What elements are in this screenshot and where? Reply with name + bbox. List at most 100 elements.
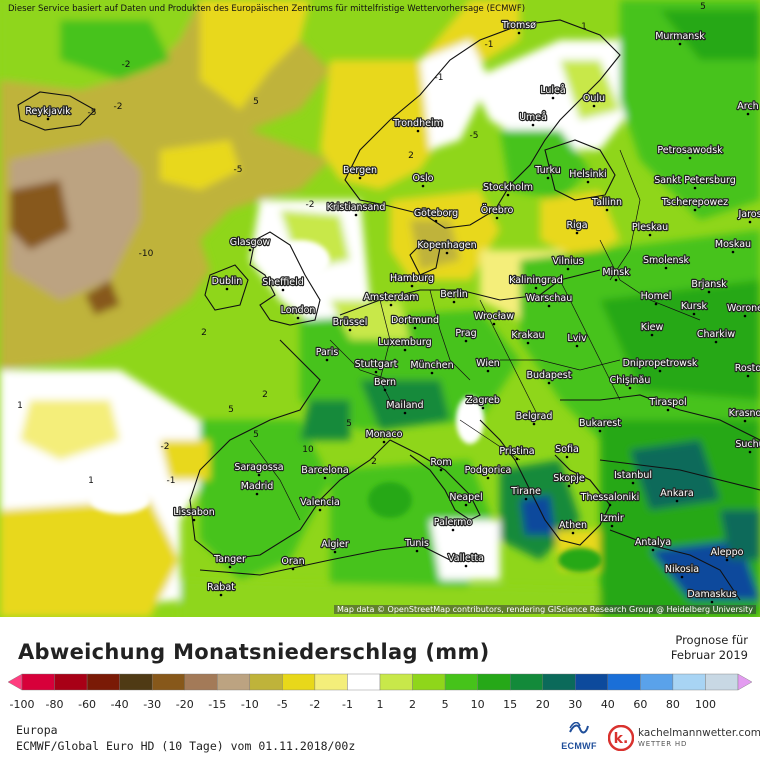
city-label: Örebro: [481, 205, 514, 216]
city-label: Kaliningrad: [509, 275, 563, 286]
scale-tick-label: -10: [241, 698, 259, 711]
city-label: Minsk: [602, 267, 630, 278]
city-label: Istanbul: [614, 470, 652, 481]
city-dot: [464, 503, 468, 507]
city-dot: [416, 129, 420, 133]
city-marker: Oulu: [582, 92, 606, 108]
city-label: Charkiw: [697, 329, 736, 340]
city-marker: Moskau: [714, 238, 752, 254]
city-dot: [383, 388, 387, 392]
scale-swatch: [21, 673, 55, 691]
city-marker: Örebro: [480, 204, 515, 220]
city-marker: Athen: [558, 519, 588, 535]
city-label: Tscherepowez: [661, 197, 728, 208]
city-label: Murmansk: [655, 31, 705, 42]
scale-swatch: [444, 673, 478, 691]
scale-swatch: [509, 673, 543, 691]
city-label: Palermo: [434, 517, 473, 528]
city-labels: Reykjavik Tromsø Murmansk Luleå Oulu Umeå Tron…: [24, 19, 760, 604]
city-dot: [354, 213, 358, 217]
city-marker: Tiraspol: [647, 396, 688, 412]
city-label: Helsinki: [569, 169, 606, 180]
city-dot: [651, 548, 655, 552]
contour-value-label: 5: [346, 419, 352, 429]
city-marker: Rosto: [734, 362, 760, 378]
city-marker: Dublin: [210, 275, 244, 291]
city-label: Athen: [559, 520, 587, 531]
city-label: Sankt Petersburg: [654, 175, 736, 186]
city-marker: Wien: [475, 357, 501, 373]
city-marker: Amsterdam: [362, 291, 420, 307]
city-dot: [614, 278, 618, 282]
borders: [249, 149, 701, 521]
city-dot: [680, 575, 684, 579]
city-dot: [575, 231, 579, 235]
city-marker: Budapest: [525, 369, 573, 385]
city-dot: [566, 267, 570, 271]
city-dot: [631, 481, 635, 485]
city-label: Tunis: [404, 538, 429, 549]
city-marker: Worone: [726, 302, 760, 318]
city-marker: Kiew: [640, 321, 665, 337]
city-label: Monaco: [366, 429, 403, 440]
city-dot: [725, 558, 729, 562]
city-dot: [592, 104, 596, 108]
scale-swatch: [412, 673, 446, 691]
kachelmannwetter-logo[interactable]: k. kachelmannwetter.com WETTER HD: [608, 723, 760, 753]
city-dot: [610, 524, 614, 528]
city-marker: Tunis: [403, 537, 430, 553]
city-label: Pristina: [499, 446, 534, 457]
city-label: Glasgow: [230, 237, 271, 248]
city-dot: [415, 549, 419, 553]
city-label: Damaskus: [687, 589, 736, 600]
scale-tick-label: -80: [46, 698, 64, 711]
city-marker: Krasno: [727, 407, 760, 423]
city-marker: Palermo: [433, 516, 474, 532]
city-label: Hamburg: [390, 273, 434, 284]
scale-swatch: [347, 673, 381, 691]
city-label: Podgorica: [465, 465, 512, 476]
map-attribution[interactable]: Map data © OpenStreetMap contributors, r…: [334, 605, 756, 614]
city-marker: Luxemburg: [377, 336, 433, 352]
city-dot: [748, 450, 752, 454]
city-dot: [546, 176, 550, 180]
city-label: Prag: [455, 328, 476, 339]
city-dot: [413, 326, 417, 330]
city-dot: [464, 339, 468, 343]
scale-swatch: [314, 673, 348, 691]
city-label: Lviv: [567, 333, 587, 344]
city-dot: [731, 250, 735, 254]
city-label: Madrid: [241, 481, 274, 492]
city-dot: [486, 369, 490, 373]
ecmwf-logo[interactable]: ECMWF: [556, 721, 602, 751]
scale-tick-label: -60: [78, 698, 96, 711]
city-label: Dnipropetrowsk: [623, 358, 698, 369]
city-label: Trondheim: [392, 118, 443, 129]
city-marker: Kopenhagen: [416, 239, 478, 255]
city-label: Belgrad: [516, 411, 553, 422]
contour-value-label: -1: [485, 40, 494, 50]
city-marker: Umeå: [518, 111, 548, 127]
scale-swatch: [705, 673, 739, 691]
city-marker: Murmansk: [654, 30, 706, 46]
city-dot: [382, 440, 386, 444]
city-label: Amsterdam: [363, 292, 418, 303]
city-label: Kristiansand: [327, 202, 386, 213]
city-dot: [325, 358, 329, 362]
region-label: Europa: [16, 723, 58, 737]
city-marker: München: [409, 359, 455, 375]
city-dot: [648, 233, 652, 237]
scale-swatch: [672, 673, 706, 691]
city-marker: Wrocław: [473, 310, 515, 326]
city-label: Antalya: [635, 537, 671, 548]
city-dot: [531, 123, 535, 127]
city-dot: [506, 193, 510, 197]
city-marker: Skopje: [552, 472, 586, 488]
city-marker: Neapel: [448, 491, 484, 507]
city-dot: [714, 340, 718, 344]
city-dot: [710, 600, 714, 604]
city-label: Valencia: [300, 497, 340, 508]
city-marker: Istanbul: [613, 469, 653, 485]
color-scale-legend: -100 -80 -60 -40 -30 -20 -15 -10 -5 -2 -1 1 2 5 10 15 20…: [7, 673, 753, 711]
city-marker: Lviv: [566, 332, 588, 348]
